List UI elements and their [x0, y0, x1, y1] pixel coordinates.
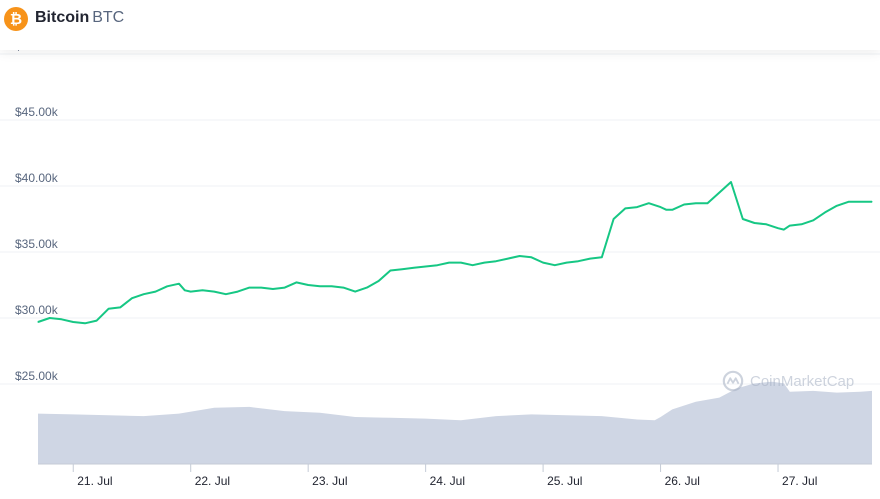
price-point: [436, 264, 438, 266]
y-tick-label: $25.00k: [15, 369, 59, 383]
price-point: [836, 205, 838, 207]
price-point: [665, 209, 668, 211]
price-point: [448, 262, 450, 264]
price-point: [589, 258, 591, 260]
price-point: [530, 256, 533, 258]
price-point: [777, 227, 779, 229]
price-point: [260, 287, 262, 289]
price-point: [783, 229, 785, 231]
price-point: [507, 258, 509, 260]
price-point: [542, 262, 544, 264]
price-point: [307, 284, 309, 286]
price-point: [213, 291, 215, 293]
price-point: [342, 287, 344, 289]
price-point: [753, 222, 756, 224]
price-point: [201, 289, 204, 291]
price-point: [789, 225, 791, 227]
volume-area: [38, 381, 872, 464]
price-point: [184, 289, 186, 291]
price-point: [366, 287, 368, 289]
x-tick-label: 21. Jul: [77, 474, 112, 488]
x-tick-label: 26. Jul: [665, 474, 700, 488]
price-point: [683, 203, 685, 206]
price-point: [660, 206, 662, 208]
price-point: [131, 297, 133, 299]
price-point: [742, 218, 744, 220]
price-point: [624, 207, 626, 209]
coin-name: Bitcoin: [35, 9, 90, 26]
x-tick-label: 22. Jul: [195, 474, 230, 488]
price-point: [272, 288, 274, 290]
price-point: [765, 223, 767, 225]
price-point: [319, 285, 321, 287]
y-tick-label: $30.00k: [15, 303, 59, 317]
coin-header: ₿ Bitcoin BTC: [0, 0, 880, 50]
price-point: [824, 211, 826, 213]
price-point: [60, 318, 63, 320]
price-point: [847, 201, 850, 203]
x-tick-label: 25. Jul: [547, 474, 582, 488]
price-point: [812, 219, 814, 221]
x-tick-label: 27. Jul: [782, 474, 817, 488]
price-point: [378, 280, 380, 282]
price-point: [648, 202, 650, 204]
price-point: [636, 206, 638, 208]
price-point: [519, 255, 521, 257]
price-point: [871, 201, 873, 203]
watermark-text: CoinMarketCap: [750, 372, 855, 390]
price-point: [237, 291, 239, 293]
price-point: [37, 321, 39, 323]
price-point: [225, 293, 227, 295]
price-point: [84, 322, 86, 324]
price-point: [472, 264, 474, 266]
price-point: [331, 285, 333, 287]
price-point: [706, 202, 709, 204]
price-point: [460, 262, 462, 264]
price-point: [425, 265, 427, 268]
price-point: [577, 260, 579, 262]
price-point: [718, 192, 720, 194]
bitcoin-icon: ₿: [4, 7, 28, 31]
price-point: [671, 209, 673, 211]
x-tick-label: 24. Jul: [430, 474, 465, 488]
price-point: [483, 262, 485, 264]
price-line: [37, 181, 872, 325]
price-point: [613, 218, 615, 220]
price-point: [49, 317, 51, 319]
price-point: [190, 291, 192, 293]
coin-symbol: BTC: [92, 9, 125, 26]
price-point: [389, 269, 391, 272]
y-tick-label: $35.00k: [15, 237, 59, 251]
x-tick-label: 23. Jul: [312, 474, 347, 488]
y-tick-label: $45.00k: [15, 105, 59, 119]
coinmarketcap-watermark: CoinMarketCap: [722, 370, 854, 392]
price-point: [859, 201, 861, 203]
price-point: [800, 223, 803, 225]
price-point: [554, 264, 556, 266]
price-point: [354, 291, 356, 293]
price-point: [166, 285, 168, 287]
price-point: [401, 268, 403, 270]
price-point: [601, 256, 603, 258]
price-point: [119, 306, 121, 308]
price-point: [72, 321, 74, 323]
price-point: [143, 293, 145, 295]
price-point: [96, 320, 98, 322]
price-point: [566, 262, 568, 264]
coin-title: Bitcoin BTC: [35, 9, 124, 27]
y-tick-label: $40.00k: [15, 171, 59, 185]
price-point: [495, 260, 497, 262]
price-point: [730, 181, 732, 183]
price-point: [248, 287, 250, 289]
price-point: [413, 267, 415, 269]
price-point: [178, 283, 180, 285]
price-point: [695, 202, 697, 204]
price-point: [154, 291, 157, 293]
price-point: [295, 281, 297, 283]
price-point: [284, 287, 286, 289]
coinmarketcap-logo-icon: [722, 370, 744, 392]
price-point: [107, 308, 110, 310]
